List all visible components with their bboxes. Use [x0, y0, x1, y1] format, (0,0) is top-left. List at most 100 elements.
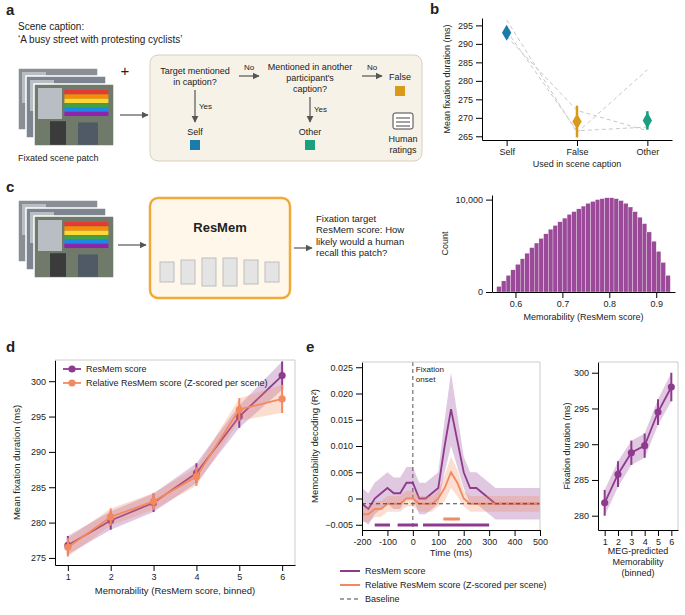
panel-e: eFixationonset-200-1000100200300400500−0…	[306, 338, 548, 604]
panel-d: d123456275280285290295300Memorability (R…	[6, 338, 296, 596]
tick: 280	[31, 518, 55, 528]
bar	[647, 232, 652, 292]
tick-label: 275	[458, 95, 473, 105]
tick-mark	[356, 367, 362, 368]
flag-stripe	[64, 235, 108, 239]
bar	[497, 286, 502, 292]
text-line: Memorability	[612, 557, 664, 567]
bar	[567, 214, 572, 292]
tick-mark	[438, 530, 439, 536]
tick-label: 290	[458, 39, 473, 49]
label: +	[121, 62, 130, 79]
tick-mark	[49, 523, 55, 524]
network-layer	[202, 258, 216, 286]
flag-stripe	[64, 99, 108, 103]
tick-mark	[154, 565, 155, 571]
label: Mentioned in anotherparticipant'scaption…	[268, 62, 353, 94]
bar	[619, 201, 624, 292]
tick-mark	[49, 452, 55, 453]
x-axis: 0.60.70.80.9	[493, 292, 676, 309]
legend-swatch	[190, 140, 200, 150]
plot-area	[64, 361, 285, 556]
tick-label: 0	[478, 287, 483, 297]
network-layer	[223, 258, 237, 286]
tick: 5	[237, 565, 242, 582]
error-band	[68, 361, 282, 554]
legend: ResMem scoreRelative ResMem score (Z-sco…	[340, 566, 547, 604]
x-axis: SelfFalseOther	[483, 140, 673, 157]
tick: 0	[478, 287, 492, 297]
tick-mark	[356, 394, 362, 395]
model-box	[150, 198, 290, 298]
frame	[55, 360, 295, 361]
figure: aScene caption:‘A busy street with prote…	[0, 0, 685, 615]
tick: −0.005	[325, 520, 362, 530]
network-layer	[160, 262, 174, 282]
ratings-icon-line	[396, 126, 410, 127]
text-line: in caption?	[173, 77, 217, 87]
tick-label: 3	[152, 572, 157, 582]
tick-mark	[356, 499, 362, 500]
tick-mark	[515, 292, 516, 298]
text-line: likely would a human	[316, 236, 404, 247]
ratings-icon-line	[396, 122, 410, 123]
tick-label: 285	[31, 483, 46, 493]
bar	[558, 222, 563, 292]
scene-image	[34, 216, 114, 278]
axis-title: Memorability decoding (R²)	[309, 389, 320, 503]
tick: 290	[574, 440, 598, 450]
tick: 295	[31, 412, 55, 422]
tick-label: 4	[194, 572, 199, 582]
tick-mark	[631, 530, 632, 536]
axis-title: Mean fixation duration (ms)	[442, 24, 452, 133]
tick: 265	[458, 132, 482, 142]
tick-mark	[476, 44, 482, 45]
flag-stripe	[64, 90, 108, 94]
tick: 500	[533, 530, 548, 547]
bar	[572, 212, 577, 292]
significance-bar	[398, 524, 418, 527]
scene-figure	[78, 122, 98, 144]
tick: 400	[508, 530, 523, 547]
tick-label: Self	[499, 147, 515, 157]
point	[502, 25, 511, 41]
label: No	[244, 63, 255, 72]
tick-mark	[592, 444, 598, 445]
point	[150, 498, 157, 505]
x-axis: 123456	[599, 530, 679, 547]
tick: 0.025	[330, 363, 362, 373]
text-line: (binned)	[621, 568, 654, 578]
label: Self	[187, 127, 203, 137]
frame	[362, 362, 540, 363]
tick: 3	[152, 565, 157, 582]
label: Fixation targetResMem score: Howlikely w…	[316, 213, 404, 258]
tick-label: 280	[458, 76, 473, 86]
tick-label: 280	[574, 511, 589, 521]
label: False	[389, 72, 411, 82]
tick: 5	[656, 530, 661, 547]
tick: 100	[431, 530, 446, 547]
bar	[595, 200, 600, 292]
bar	[548, 229, 553, 292]
frame	[678, 362, 679, 530]
tick-mark	[49, 487, 55, 488]
panel-a: aScene caption:‘A busy street with prote…	[6, 1, 422, 163]
tick: 0.005	[330, 468, 362, 478]
axis-title: Memorability (ResMem score, binned)	[95, 585, 256, 596]
scene-figure	[78, 254, 98, 276]
label: Fixated scene patch	[18, 153, 99, 163]
series-line	[362, 503, 540, 504]
legend-swatch	[305, 140, 315, 150]
point	[641, 442, 648, 449]
panel-e-inset: 123456280285290295300MEG-predictedMemora…	[562, 362, 679, 578]
tick-mark	[592, 480, 598, 481]
legend-label: Relative ResMem score (Z-scored per scen…	[365, 580, 547, 590]
label: ‘A busy street with protesting cyclists’	[18, 34, 183, 45]
point	[643, 112, 652, 128]
error-band	[362, 373, 540, 525]
tick-mark	[476, 62, 482, 63]
tick-mark	[605, 530, 606, 536]
tick: 285	[458, 58, 482, 68]
tick-label: 295	[458, 21, 473, 31]
tick-mark	[282, 565, 283, 571]
